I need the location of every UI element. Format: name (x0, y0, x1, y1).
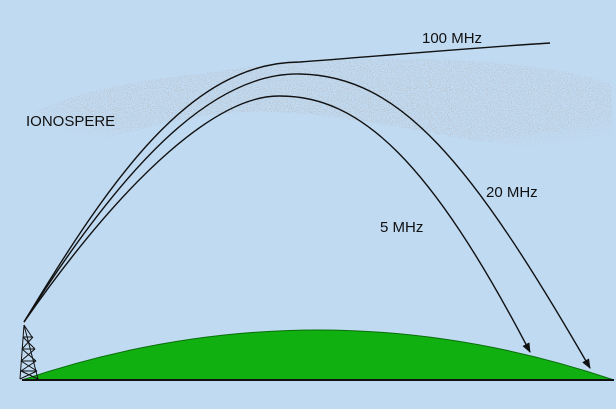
label-100mhz: 100 MHz (422, 30, 482, 47)
ray-100mhz (23, 42, 551, 323)
ray-5mhz (23, 95, 531, 353)
ionosphere-label: IONOSPERE (26, 113, 115, 130)
earth-ground (21, 329, 615, 381)
ray-20mhz (23, 73, 591, 369)
ionosphere-layer (20, 58, 612, 152)
antenna-tower-icon (19, 324, 39, 380)
ray-paths (23, 42, 591, 369)
label-20mhz: 20 MHz (486, 184, 538, 201)
label-5mhz: 5 MHz (380, 219, 423, 236)
